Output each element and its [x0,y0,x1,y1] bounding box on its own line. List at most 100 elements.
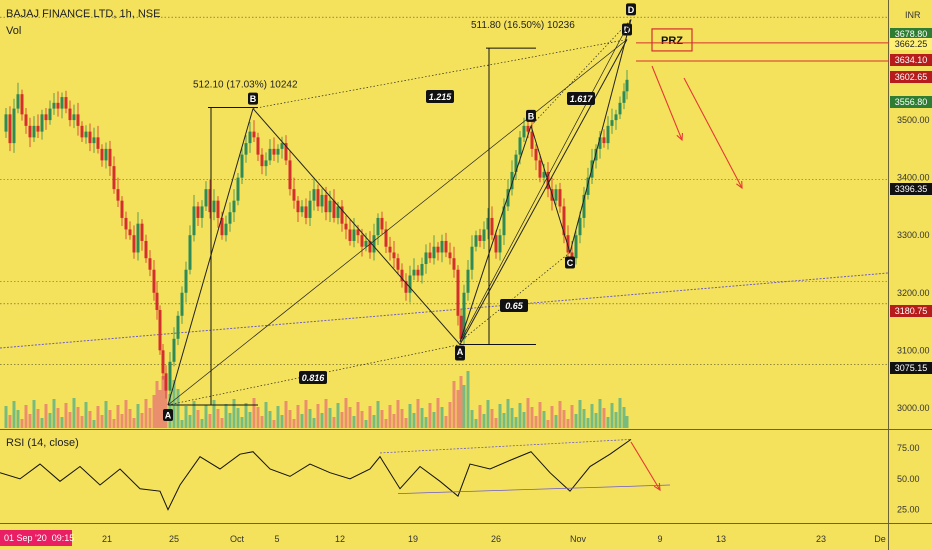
volume-bar [208,414,212,428]
volume-bar [12,401,16,428]
candle-body [368,240,372,253]
candle-body [622,91,626,103]
volume-bar [324,399,328,428]
volume-bar [124,400,128,428]
candle-body [340,206,344,224]
candle-body [284,143,288,161]
volume-bar [4,406,8,428]
volume-bar [144,399,148,428]
time-tick-label: Oct [230,534,245,544]
candle-body [56,102,60,109]
volume-bar [368,406,372,428]
volume-bar [352,416,356,428]
volume-bar [456,390,460,428]
candle-body [164,373,168,391]
volume-bar [558,401,562,428]
volume-bar [220,418,224,428]
pattern-leg [530,125,571,253]
volume-bar [152,395,156,428]
pattern-point-marker [565,256,575,269]
candle-body [236,177,240,201]
candle-body [12,108,16,144]
volume-bar [161,376,165,428]
price-badge-label: 3662.25 [895,39,928,49]
symbol-title: BAJAJ FINANCE LTD, 1h, NSE [6,8,161,20]
candle-body [196,206,200,218]
candle-body [538,160,542,178]
volume-bar [116,405,120,428]
candle-body [459,315,463,339]
volume-bar [388,405,392,428]
volume-bar [48,413,52,428]
candle-body [280,143,284,149]
volume-bar [444,416,448,428]
candle-body [344,223,348,230]
time-tick-label: 9 [657,534,662,544]
volume-bar [104,401,108,428]
volume-bar [380,410,384,428]
candle-body [388,246,392,253]
price-tick-label: 3300.00 [897,230,930,240]
candle-body [96,137,100,149]
volume-bar [420,408,424,428]
candle-body [356,229,360,236]
candle-body [610,120,614,126]
candle-body [582,194,586,218]
candle-body [424,252,428,264]
volume-bar [20,419,24,428]
volume-bar [594,413,598,428]
candle-body [292,189,296,201]
candle-body [108,148,112,167]
prz-box [651,28,693,52]
time-badge-date: 01 Sep '20 [4,533,47,543]
candle-body [155,292,159,311]
time-tick-label: 23 [816,534,826,544]
volume-bar [112,419,116,428]
candle-body [120,200,124,218]
volume-bar [448,402,452,428]
volume-bar [566,419,570,428]
volume-bar [172,380,176,428]
time-tick-label: 5 [274,534,279,544]
candle-body [404,281,408,293]
volume-bar [614,412,618,428]
price-badge-label: 3180.75 [895,306,928,316]
candle-body [618,102,622,115]
volume-bar [176,389,180,428]
volume-bar [424,417,428,428]
volume-bar [522,412,526,428]
ratio-box [500,299,528,312]
candle-body [614,114,618,121]
ratio-label: 0.816 [302,373,326,383]
volume-bar [308,409,312,428]
candle-body [28,125,32,138]
price-badge [890,96,932,108]
candle-body [200,206,204,218]
candle-body [482,229,486,241]
candle-body [502,206,506,236]
pattern-point-label: C [567,258,574,268]
candle-body [272,148,276,155]
candle-body [240,154,244,178]
candle-body [364,240,368,247]
volume-bar [40,418,44,428]
volume-bar [108,410,112,428]
candle-body [180,292,184,316]
rsi-tick-label: 25.00 [897,505,920,515]
candle-body [530,131,534,149]
volume-bar [625,416,629,428]
candle-body [40,114,44,132]
volume-bar [44,404,48,428]
candle-body [625,79,629,92]
candle-body [72,114,76,121]
volume-bar [272,420,276,428]
volume-bar [228,413,232,428]
volume-bar [292,419,296,428]
candle-body [68,108,72,121]
volume-bar [506,399,510,428]
pattern-retrace-line [252,39,628,109]
volume-bar [64,403,68,428]
candle-body [48,108,52,121]
candle-body [212,200,216,213]
candle-body [420,263,424,276]
